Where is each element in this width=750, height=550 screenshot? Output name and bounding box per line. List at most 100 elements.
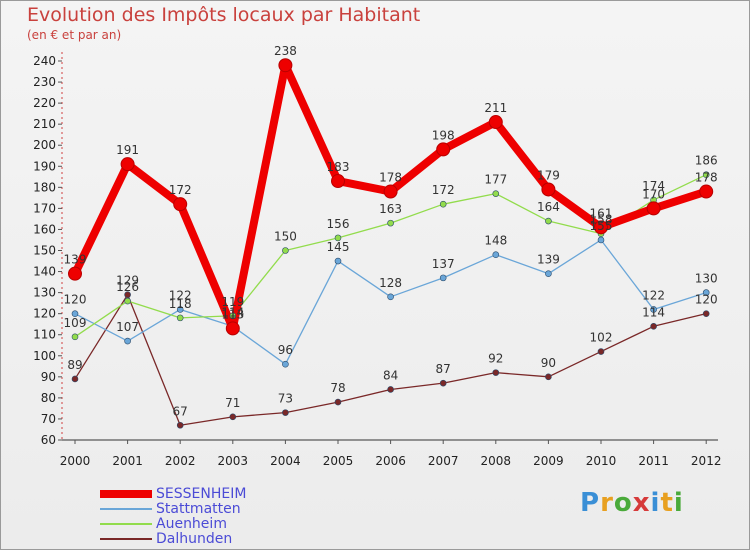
data-label-auenheim: 156 xyxy=(327,217,350,231)
legend-item-stattmatten: Stattmatten xyxy=(100,501,300,517)
data-point-sessenheim xyxy=(173,197,188,212)
data-label-dalhunden: 120 xyxy=(695,293,718,307)
data-point-sessenheim xyxy=(120,157,135,172)
data-label-auenheim: 158 xyxy=(590,213,613,227)
data-point-sessenheim xyxy=(699,184,714,199)
data-label-dalhunden: 129 xyxy=(116,274,139,288)
data-label-auenheim: 174 xyxy=(642,179,665,193)
data-point-stattmatten xyxy=(282,360,289,368)
data-label-stattmatten: 114 xyxy=(221,305,244,319)
data-point-auenheim xyxy=(387,219,394,227)
y-tick-label: 70 xyxy=(41,412,56,426)
data-label-auenheim: 118 xyxy=(169,297,192,311)
data-label-sessenheim: 172 xyxy=(169,183,192,197)
data-point-stattmatten xyxy=(124,337,131,345)
data-label-dalhunden: 71 xyxy=(225,396,240,410)
data-label-stattmatten: 145 xyxy=(327,240,350,254)
data-label-dalhunden: 92 xyxy=(488,352,503,366)
y-tick-label: 160 xyxy=(33,222,56,236)
data-label-sessenheim: 113 xyxy=(221,307,244,321)
data-point-auenheim xyxy=(492,190,500,197)
data-label-stattmatten: 128 xyxy=(379,276,402,290)
data-label-auenheim: 126 xyxy=(116,280,139,294)
data-label-dalhunden: 84 xyxy=(383,368,398,382)
data-point-dalhunden xyxy=(545,373,552,381)
y-tick-label: 80 xyxy=(41,391,56,405)
data-point-dalhunden xyxy=(334,398,342,406)
data-point-stattmatten xyxy=(492,251,500,259)
legend-swatch-sessenheim xyxy=(100,490,152,498)
data-point-sessenheim xyxy=(488,115,503,130)
data-point-sessenheim xyxy=(646,201,661,216)
data-point-auenheim xyxy=(702,171,710,178)
data-point-stattmatten xyxy=(387,293,394,301)
y-tick-label: 140 xyxy=(33,265,56,279)
data-point-sessenheim xyxy=(278,58,293,73)
data-label-sessenheim: 139 xyxy=(64,253,87,267)
data-point-dalhunden xyxy=(229,413,237,421)
data-label-auenheim: 119 xyxy=(221,295,244,309)
legend-swatch-dalhunden xyxy=(100,538,152,540)
data-label-auenheim: 109 xyxy=(64,316,87,330)
data-point-auenheim xyxy=(176,314,184,322)
x-tick-label: 2002 xyxy=(165,454,196,468)
data-label-dalhunden: 114 xyxy=(642,305,665,319)
data-label-stattmatten: 130 xyxy=(695,272,718,286)
y-tick-label: 170 xyxy=(33,201,56,215)
data-label-sessenheim: 198 xyxy=(432,128,455,142)
data-point-auenheim xyxy=(334,234,342,242)
data-label-dalhunden: 78 xyxy=(330,381,345,395)
data-label-stattmatten: 137 xyxy=(432,257,455,271)
data-point-dalhunden xyxy=(492,369,500,376)
data-label-sessenheim: 161 xyxy=(590,206,613,220)
y-tick-label: 110 xyxy=(33,328,56,342)
data-point-dalhunden xyxy=(702,310,710,317)
data-label-auenheim: 163 xyxy=(379,202,402,216)
chart-title: Evolution des Impôts locaux par Habitant xyxy=(27,4,421,26)
y-tick-label: 100 xyxy=(33,349,56,363)
data-point-dalhunden xyxy=(439,379,447,387)
x-tick-label: 2006 xyxy=(375,454,406,468)
data-point-auenheim xyxy=(71,333,79,341)
y-tick-label: 220 xyxy=(33,96,56,110)
data-label-sessenheim: 170 xyxy=(642,187,665,201)
legend-label-dalhunden: Dalhunden xyxy=(156,531,233,547)
data-point-stattmatten xyxy=(439,274,447,282)
data-point-sessenheim xyxy=(541,182,556,197)
data-point-stattmatten xyxy=(545,270,552,277)
data-label-stattmatten: 139 xyxy=(537,253,560,267)
data-point-stattmatten xyxy=(702,289,710,296)
data-point-dalhunden xyxy=(387,386,394,393)
x-tick-label: 2005 xyxy=(323,454,354,468)
y-tick-label: 60 xyxy=(41,433,56,447)
y-tick-label: 90 xyxy=(41,370,56,384)
data-label-sessenheim: 211 xyxy=(484,101,507,115)
data-label-auenheim: 164 xyxy=(537,200,560,214)
y-tick-label: 210 xyxy=(33,117,56,131)
x-tick-label: 2000 xyxy=(60,454,91,468)
data-point-dalhunden xyxy=(597,348,605,355)
data-point-sessenheim xyxy=(68,266,82,281)
data-point-sessenheim xyxy=(225,321,240,336)
legend-label-auenheim: Auenheim xyxy=(156,516,227,532)
data-point-stattmatten xyxy=(650,306,657,313)
data-label-sessenheim: 179 xyxy=(537,168,560,182)
data-point-auenheim xyxy=(545,217,552,225)
data-point-dalhunden xyxy=(124,291,131,299)
data-label-sessenheim: 191 xyxy=(116,143,139,157)
data-label-auenheim: 177 xyxy=(484,173,507,187)
data-label-dalhunden: 73 xyxy=(278,392,293,406)
data-label-dalhunden: 102 xyxy=(590,331,613,345)
legend-label-sessenheim: SESSENHEIM xyxy=(156,486,247,502)
data-point-stattmatten xyxy=(176,306,184,313)
data-label-stattmatten: 96 xyxy=(278,343,293,357)
data-point-sessenheim xyxy=(594,220,608,235)
x-tick-label: 2004 xyxy=(270,454,301,468)
y-tick-label: 130 xyxy=(33,286,56,300)
data-label-auenheim: 150 xyxy=(274,230,297,244)
data-label-sessenheim: 238 xyxy=(274,44,297,58)
data-label-sessenheim: 178 xyxy=(695,171,718,185)
chart-subtitle: (en € et par an) xyxy=(27,28,122,42)
data-label-stattmatten: 120 xyxy=(64,293,87,307)
data-point-dalhunden xyxy=(71,375,79,383)
